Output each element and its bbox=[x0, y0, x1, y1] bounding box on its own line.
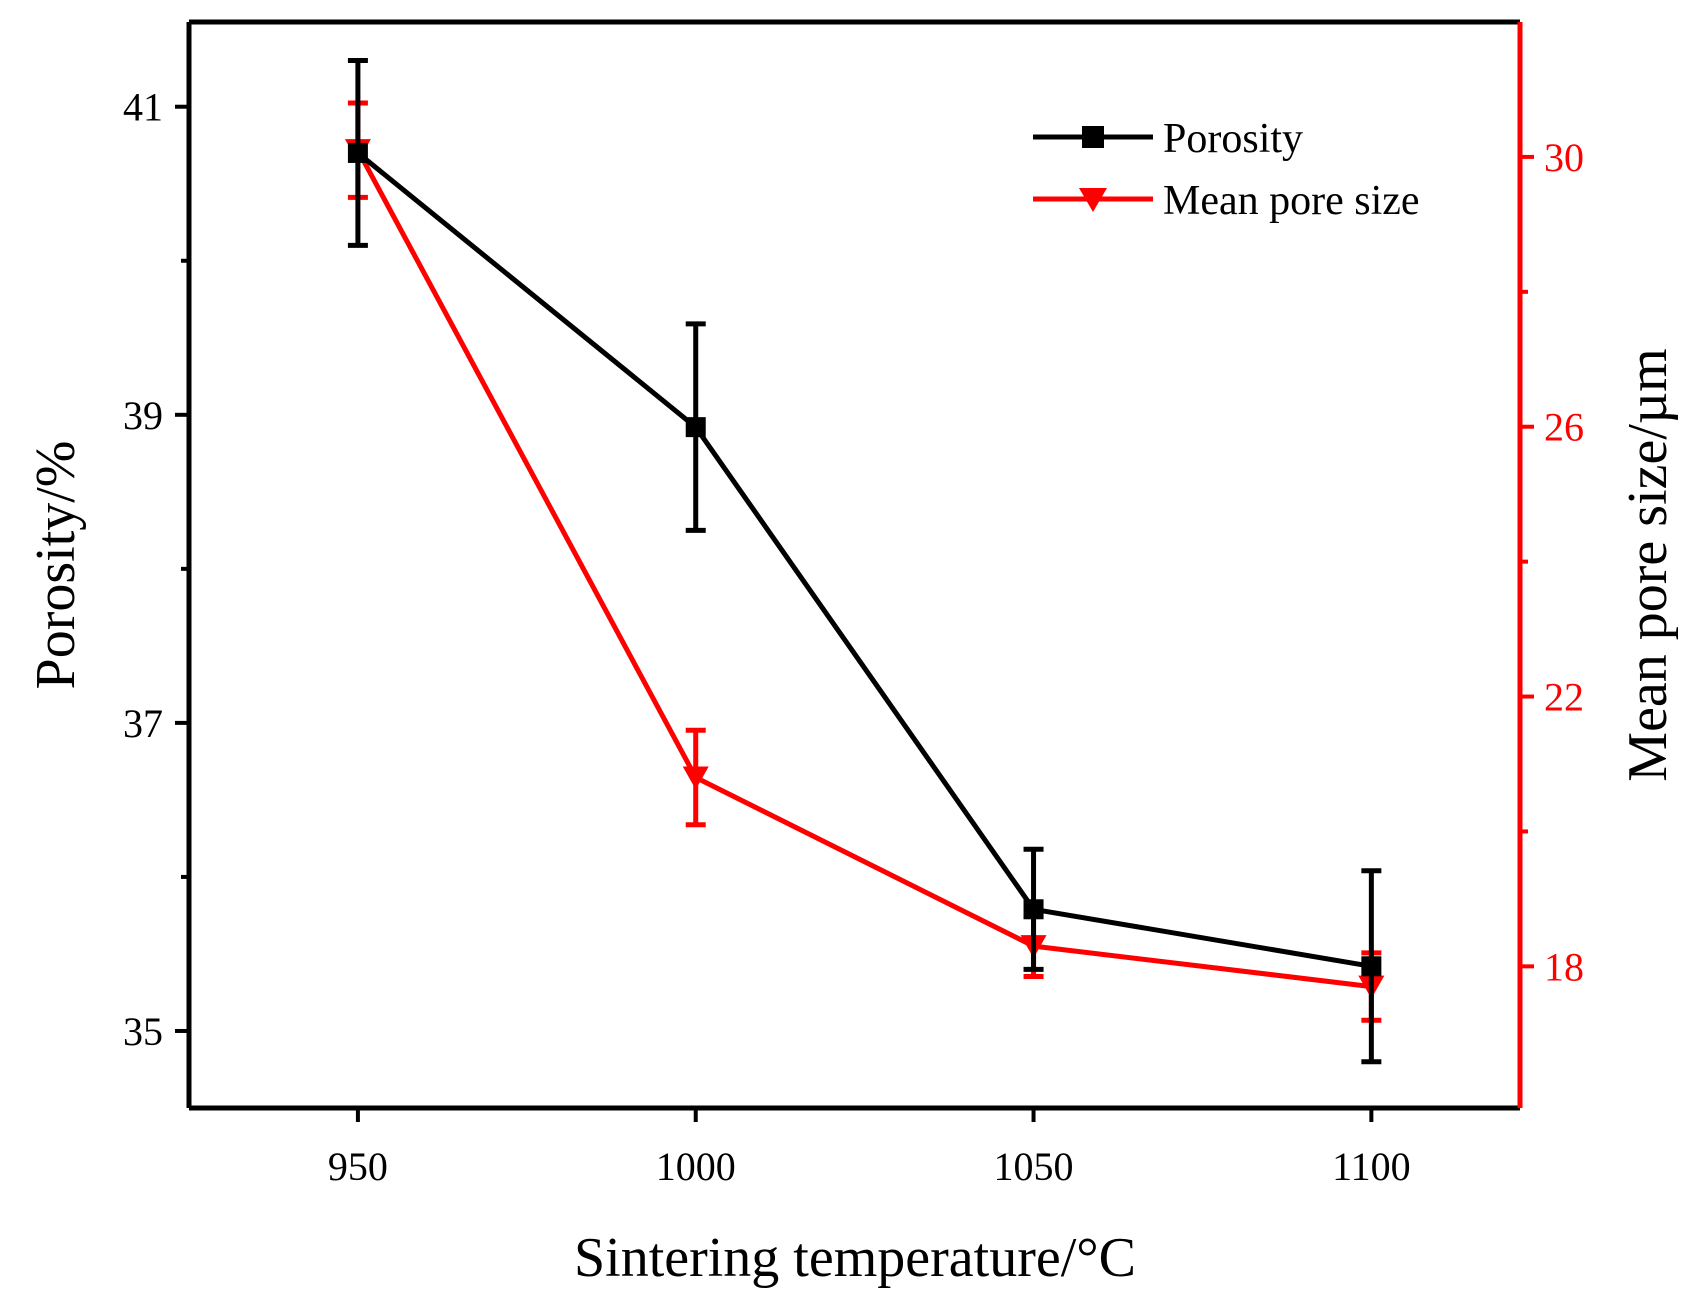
x-tick-label: 950 bbox=[328, 1144, 388, 1189]
legend-porosity-marker bbox=[1082, 126, 1104, 148]
right-y-axis-title: Mean pore size/µm bbox=[1617, 348, 1679, 781]
porosity-point bbox=[1023, 899, 1044, 920]
right-y-tick-label: 26 bbox=[1544, 405, 1584, 450]
x-axis-title: Sintering temperature/°C bbox=[574, 1227, 1136, 1289]
porosity-series-line bbox=[356, 150, 1372, 969]
legend-pore-size-label: Mean pore size bbox=[1163, 178, 1420, 224]
right-y-tick-label: 22 bbox=[1544, 675, 1584, 720]
left-y-axis-title: Porosity/% bbox=[25, 441, 87, 690]
series-layer bbox=[344, 58, 1385, 1065]
pore-size-series-line bbox=[355, 148, 1372, 990]
left-y-axis-ticks: 35 37 39 41 bbox=[123, 85, 189, 1054]
legend-porosity-label: Porosity bbox=[1163, 116, 1303, 162]
x-tick-label: 1100 bbox=[1332, 1144, 1411, 1189]
left-y-tick-label: 39 bbox=[123, 393, 163, 438]
right-y-tick-label: 30 bbox=[1544, 135, 1584, 180]
pore-size-point bbox=[682, 766, 709, 790]
x-tick-label: 1000 bbox=[656, 1144, 736, 1189]
x-axis-ticks: 950 1000 1050 1100 bbox=[328, 1108, 1411, 1189]
porosity-point bbox=[347, 142, 368, 163]
legend: Porosity Mean pore size bbox=[1033, 116, 1420, 224]
porosity-point bbox=[685, 417, 706, 438]
left-y-tick-label: 41 bbox=[123, 85, 163, 130]
right-y-axis-ticks: 18 22 26 30 bbox=[1520, 135, 1584, 989]
legend-pore-size-marker bbox=[1079, 188, 1107, 212]
left-y-tick-label: 35 bbox=[123, 1009, 163, 1054]
porosity-point bbox=[1361, 956, 1382, 977]
x-tick-label: 1050 bbox=[994, 1144, 1074, 1189]
left-y-tick-label: 37 bbox=[123, 701, 163, 746]
right-y-tick-label: 18 bbox=[1544, 944, 1584, 989]
